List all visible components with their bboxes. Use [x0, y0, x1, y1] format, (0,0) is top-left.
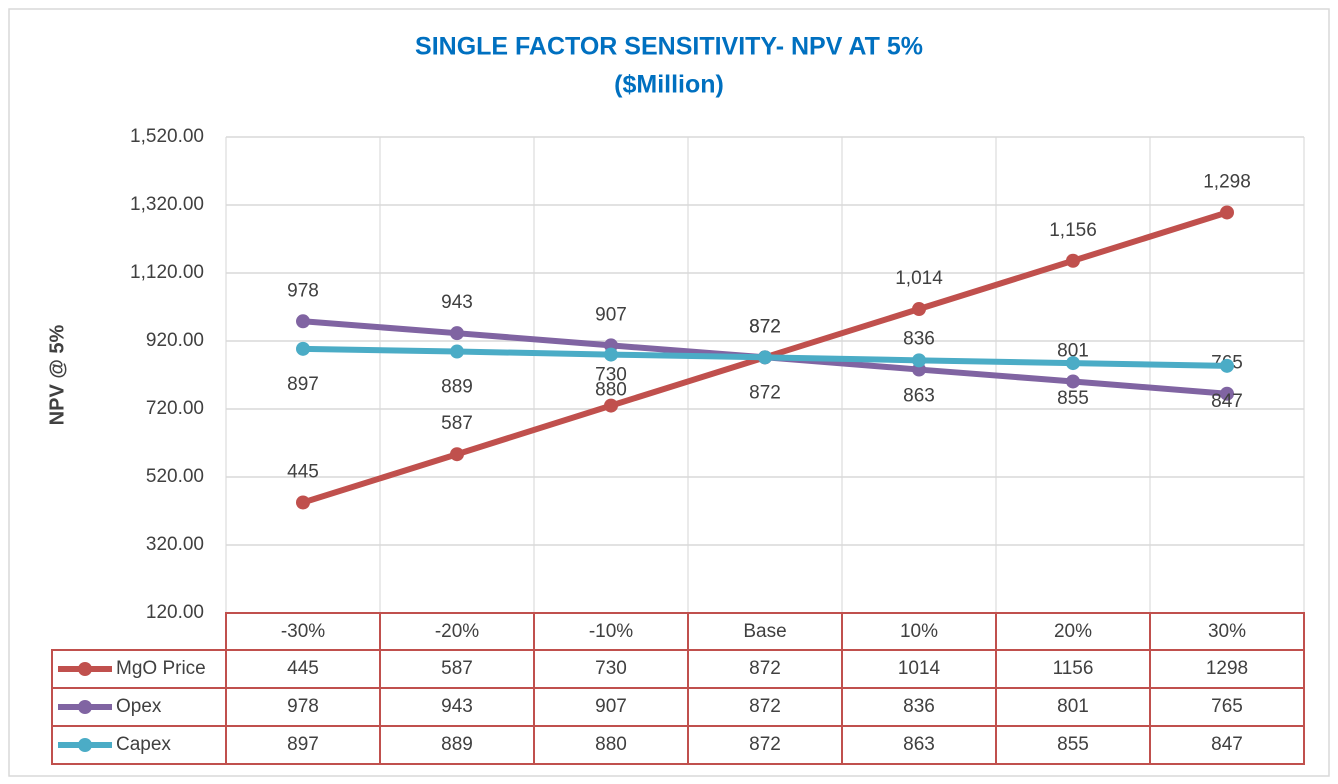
series-point — [1220, 358, 1234, 373]
series-point — [450, 326, 464, 341]
series-point — [912, 353, 926, 368]
table-cell: 730 — [595, 658, 627, 679]
data-label: 897 — [287, 374, 319, 395]
series-point — [604, 398, 618, 413]
table-cell: 907 — [595, 696, 627, 717]
chart-subtitle: ($Million) — [614, 71, 724, 99]
legend-swatch-point — [78, 738, 92, 752]
table-cell: 445 — [287, 658, 319, 679]
x-tick-label: -20% — [435, 621, 479, 642]
series-point — [296, 314, 310, 329]
table-cell: 863 — [903, 734, 935, 755]
data-label: 855 — [1057, 388, 1089, 409]
data-label: 801 — [1057, 340, 1089, 361]
y-tick-label: 1,520.00 — [130, 126, 204, 147]
table-cell: 897 — [287, 734, 319, 755]
table-cell: 889 — [441, 734, 473, 755]
x-tick-label: 10% — [900, 621, 938, 642]
table-cell: 872 — [749, 696, 781, 717]
x-tick-label: 20% — [1054, 621, 1092, 642]
table-cell: 1156 — [1053, 658, 1094, 679]
data-label: 872 — [749, 316, 781, 337]
y-tick-label: 1,120.00 — [130, 262, 204, 283]
table-cell: 978 — [287, 696, 319, 717]
y-tick-label: 320.00 — [146, 534, 204, 555]
legend-label: Opex — [116, 696, 162, 717]
table-cell: 587 — [441, 658, 473, 679]
series-point — [296, 495, 310, 510]
y-tick-label: 720.00 — [146, 398, 204, 419]
series-point — [912, 302, 926, 317]
data-label: 847 — [1211, 391, 1243, 412]
legend-swatch-point — [78, 700, 92, 714]
series-point — [1066, 253, 1080, 268]
series-point — [758, 350, 772, 365]
series-point — [1220, 386, 1234, 401]
series-point — [604, 347, 618, 362]
legend-label: MgO Price — [116, 658, 206, 679]
table-cell: 943 — [441, 696, 473, 717]
y-axis-label: NPV @ 5% — [46, 324, 68, 425]
data-label: 889 — [441, 377, 473, 398]
legend-swatch-point — [78, 662, 92, 676]
data-label: 872 — [749, 382, 781, 403]
y-tick-label: 1,320.00 — [130, 194, 204, 215]
x-tick-label: Base — [743, 621, 786, 642]
table-cell: 1014 — [898, 658, 941, 679]
data-label: 978 — [287, 280, 319, 301]
legend-label: Capex — [116, 734, 171, 755]
table-cell: 872 — [749, 734, 781, 755]
data-label: 872 — [749, 316, 781, 337]
data-label: 863 — [903, 385, 935, 406]
data-label: 445 — [287, 462, 319, 483]
table-cell: 880 — [595, 734, 627, 755]
x-tick-label: -30% — [281, 621, 325, 642]
data-label: 1,156 — [1049, 220, 1097, 241]
x-tick-label: 30% — [1208, 621, 1246, 642]
series-point — [1066, 356, 1080, 371]
y-tick-label: 520.00 — [146, 466, 204, 487]
data-label: 907 — [595, 304, 627, 325]
data-label: 880 — [595, 380, 627, 401]
data-label: 836 — [903, 329, 935, 350]
series-point — [1220, 205, 1234, 220]
y-tick-label: 120.00 — [146, 602, 204, 623]
table-cell: 855 — [1057, 734, 1089, 755]
series-point — [450, 447, 464, 462]
series-point — [1066, 374, 1080, 389]
data-label: 730 — [595, 365, 627, 386]
series-point — [296, 341, 310, 356]
data-label: 943 — [441, 292, 473, 313]
table-cell: 836 — [903, 696, 935, 717]
data-label: 1,014 — [895, 268, 943, 289]
series-point — [450, 344, 464, 359]
table-cell: 1298 — [1206, 658, 1248, 679]
table-cell: 801 — [1057, 696, 1089, 717]
data-label: 1,298 — [1203, 171, 1251, 192]
table-cell: 847 — [1211, 734, 1243, 755]
data-label: 587 — [441, 413, 473, 434]
chart-title: SINGLE FACTOR SENSITIVITY- NPV AT 5% — [415, 33, 923, 61]
chart-frame — [8, 8, 1330, 777]
table-cell: 765 — [1211, 696, 1243, 717]
table-cell: 872 — [749, 658, 781, 679]
y-tick-label: 920.00 — [146, 330, 204, 351]
x-tick-label: -10% — [589, 621, 633, 642]
